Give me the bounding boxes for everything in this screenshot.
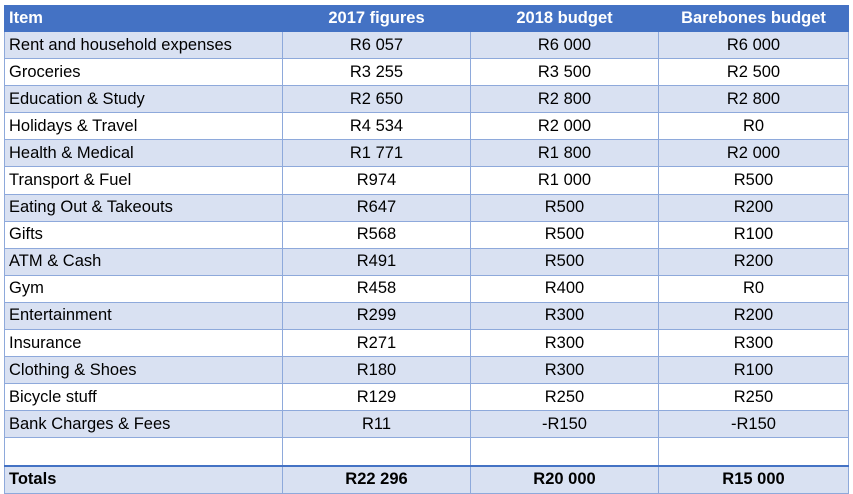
row-2018-value: R2 800 — [470, 85, 659, 114]
table-row: ATM & Cash R491 R500 R200 — [4, 247, 849, 276]
row-2018-value: R300 — [470, 329, 659, 358]
totals-row: Totals R22 296 R20 000 R15 000 — [4, 464, 849, 494]
row-item-label: ATM & Cash — [4, 247, 283, 276]
totals-barebones: R15 000 — [658, 464, 849, 494]
row-barebones-value: R100 — [658, 356, 849, 385]
table-row: Groceries R3 255 R3 500 R2 500 — [4, 58, 849, 87]
row-2018-value: R3 500 — [470, 58, 659, 87]
header-item: Item — [4, 5, 283, 32]
table-row: Gym R458 R400 R0 — [4, 274, 849, 303]
row-barebones-value: R2 500 — [658, 58, 849, 87]
row-2017-value: R458 — [282, 274, 471, 303]
table-body: Rent and household expenses R6 057 R6 000 R… — [4, 30, 849, 494]
table-row: Clothing & Shoes R180 R300 R100 — [4, 356, 849, 385]
budget-table: Item 2017 figures 2018 budget Barebones … — [4, 5, 849, 494]
budget-table-container: Item 2017 figures 2018 budget Barebones … — [4, 5, 849, 494]
header-row: Item 2017 figures 2018 budget Barebones … — [4, 5, 849, 32]
row-2017-value: R180 — [282, 356, 471, 385]
row-2018-value: R500 — [470, 220, 659, 249]
table-row: Insurance R271 R300 R300 — [4, 329, 849, 358]
header-barebones-budget: Barebones budget — [658, 5, 849, 32]
blank-cell — [658, 437, 849, 466]
table-row: Holidays & Travel R4 534 R2 000 R0 — [4, 112, 849, 141]
row-barebones-value: R2 800 — [658, 85, 849, 114]
row-barebones-value: R100 — [658, 220, 849, 249]
table-row: Bank Charges & Fees R11 -R150 -R150 — [4, 410, 849, 439]
row-item-label: Bank Charges & Fees — [4, 410, 283, 439]
table-row: Health & Medical R1 771 R1 800 R2 000 — [4, 139, 849, 168]
totals-label: Totals — [4, 464, 283, 494]
row-2018-value: R300 — [470, 356, 659, 385]
row-item-label: Groceries — [4, 58, 283, 87]
row-2017-value: R4 534 — [282, 112, 471, 141]
totals-2018: R20 000 — [470, 464, 659, 494]
row-2018-value: R300 — [470, 301, 659, 331]
row-2017-value: R1 771 — [282, 139, 471, 168]
row-item-label: Rent and household expenses — [4, 30, 283, 60]
row-2017-value: R271 — [282, 329, 471, 358]
row-item-label: Gifts — [4, 220, 283, 249]
row-barebones-value: -R150 — [658, 410, 849, 439]
row-barebones-value: R200 — [658, 247, 849, 276]
blank-row — [4, 437, 849, 466]
row-2017-value: R568 — [282, 220, 471, 249]
table-row: Gifts R568 R500 R100 — [4, 220, 849, 249]
row-item-label: Transport & Fuel — [4, 166, 283, 195]
row-2018-value: R6 000 — [470, 30, 659, 60]
row-barebones-value: R200 — [658, 301, 849, 331]
row-2017-value: R491 — [282, 247, 471, 276]
row-2017-value: R299 — [282, 301, 471, 331]
row-2017-value: R129 — [282, 383, 471, 412]
row-barebones-value: R250 — [658, 383, 849, 412]
row-item-label: Gym — [4, 274, 283, 303]
row-barebones-value: R300 — [658, 329, 849, 358]
row-barebones-value: R2 000 — [658, 139, 849, 168]
row-2018-value: R1 000 — [470, 166, 659, 195]
table-row: Eating Out & Takeouts R647 R500 R200 — [4, 193, 849, 222]
row-2018-value: R250 — [470, 383, 659, 412]
row-2018-value: R500 — [470, 193, 659, 222]
row-barebones-value: R0 — [658, 112, 849, 141]
blank-cell — [4, 437, 283, 466]
table-row: Rent and household expenses R6 057 R6 000 R… — [4, 30, 849, 60]
table-row: Education & Study R2 650 R2 800 R2 800 — [4, 85, 849, 114]
row-2017-value: R974 — [282, 166, 471, 195]
row-2018-value: R500 — [470, 247, 659, 276]
blank-cell — [470, 437, 659, 466]
row-2018-value: R1 800 — [470, 139, 659, 168]
row-2017-value: R6 057 — [282, 30, 471, 60]
row-item-label: Health & Medical — [4, 139, 283, 168]
header-2018-budget: 2018 budget — [470, 5, 659, 32]
row-barebones-value: R200 — [658, 193, 849, 222]
totals-2017: R22 296 — [282, 464, 471, 494]
row-barebones-value: R6 000 — [658, 30, 849, 60]
row-item-label: Insurance — [4, 329, 283, 358]
row-2017-value: R2 650 — [282, 85, 471, 114]
header-2017-figures: 2017 figures — [282, 5, 471, 32]
row-2018-value: R2 000 — [470, 112, 659, 141]
table-row: Transport & Fuel R974 R1 000 R500 — [4, 166, 849, 195]
row-item-label: Clothing & Shoes — [4, 356, 283, 385]
table-row: Entertainment R299 R300 R200 — [4, 301, 849, 331]
row-2017-value: R3 255 — [282, 58, 471, 87]
row-2018-value: R400 — [470, 274, 659, 303]
row-barebones-value: R500 — [658, 166, 849, 195]
row-item-label: Entertainment — [4, 301, 283, 331]
row-2017-value: R647 — [282, 193, 471, 222]
table-row: Bicycle stuff R129 R250 R250 — [4, 383, 849, 412]
row-2018-value: -R150 — [470, 410, 659, 439]
row-2017-value: R11 — [282, 410, 471, 439]
row-item-label: Eating Out & Takeouts — [4, 193, 283, 222]
row-item-label: Holidays & Travel — [4, 112, 283, 141]
row-item-label: Bicycle stuff — [4, 383, 283, 412]
blank-cell — [282, 437, 471, 466]
row-item-label: Education & Study — [4, 85, 283, 114]
row-barebones-value: R0 — [658, 274, 849, 303]
